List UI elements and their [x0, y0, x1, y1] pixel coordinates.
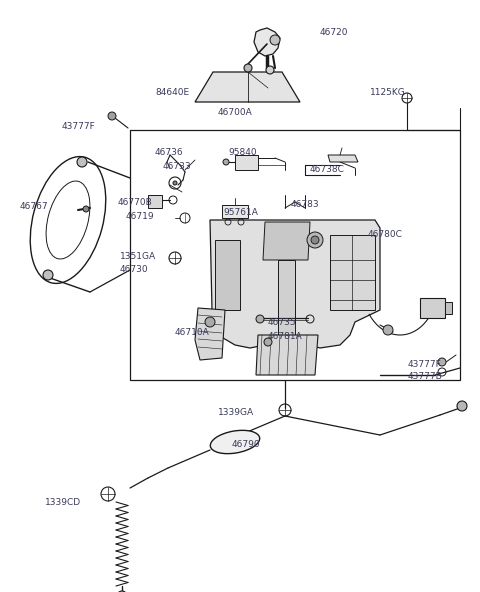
Polygon shape — [195, 72, 300, 102]
Circle shape — [43, 270, 53, 280]
Circle shape — [108, 112, 116, 120]
Circle shape — [77, 157, 87, 167]
Circle shape — [117, 591, 127, 592]
Text: 84640E: 84640E — [155, 88, 189, 97]
Text: 46783: 46783 — [291, 200, 320, 209]
Text: 46780C: 46780C — [368, 230, 403, 239]
Circle shape — [205, 317, 215, 327]
Text: 46738C: 46738C — [310, 165, 345, 174]
Text: 46733: 46733 — [163, 162, 192, 171]
Text: 95761A: 95761A — [223, 208, 258, 217]
Circle shape — [256, 315, 264, 323]
Circle shape — [307, 232, 323, 248]
Text: 46767: 46767 — [20, 202, 48, 211]
Circle shape — [244, 64, 252, 72]
Polygon shape — [195, 308, 225, 360]
Polygon shape — [445, 302, 452, 314]
Bar — [130, 130, 460, 380]
Polygon shape — [263, 222, 310, 260]
Text: 46781A: 46781A — [268, 332, 303, 341]
Polygon shape — [235, 155, 258, 170]
Polygon shape — [330, 235, 375, 310]
Polygon shape — [148, 195, 162, 208]
Polygon shape — [328, 155, 358, 162]
Text: 46710A: 46710A — [175, 328, 210, 337]
Circle shape — [438, 358, 446, 366]
Polygon shape — [256, 335, 318, 375]
Text: 46770B: 46770B — [118, 198, 153, 207]
Text: 1339GA: 1339GA — [218, 408, 254, 417]
Circle shape — [264, 338, 272, 346]
Text: 1339CD: 1339CD — [45, 498, 81, 507]
Polygon shape — [210, 220, 380, 348]
Polygon shape — [420, 298, 445, 318]
Text: 43777F: 43777F — [408, 360, 442, 369]
Circle shape — [270, 35, 280, 45]
Text: 95840: 95840 — [228, 148, 257, 157]
Polygon shape — [222, 205, 248, 218]
Text: 46730: 46730 — [120, 265, 149, 274]
Circle shape — [223, 159, 229, 165]
Text: 1351GA: 1351GA — [120, 252, 156, 261]
Text: 46735: 46735 — [268, 318, 297, 327]
Text: 43777B: 43777B — [408, 372, 443, 381]
Circle shape — [173, 181, 177, 185]
Polygon shape — [278, 260, 295, 345]
Text: 46720: 46720 — [320, 28, 348, 37]
Text: 1125KG: 1125KG — [370, 88, 406, 97]
Circle shape — [311, 236, 319, 244]
Circle shape — [383, 325, 393, 335]
Text: 43777F: 43777F — [62, 122, 96, 131]
Ellipse shape — [210, 430, 260, 453]
Circle shape — [83, 206, 89, 212]
Text: 46790: 46790 — [232, 440, 261, 449]
Polygon shape — [254, 28, 280, 56]
Text: 46736: 46736 — [155, 148, 184, 157]
Text: 46700A: 46700A — [218, 108, 253, 117]
Circle shape — [266, 66, 274, 74]
Polygon shape — [215, 240, 240, 310]
Text: 46719: 46719 — [126, 212, 155, 221]
Circle shape — [457, 401, 467, 411]
